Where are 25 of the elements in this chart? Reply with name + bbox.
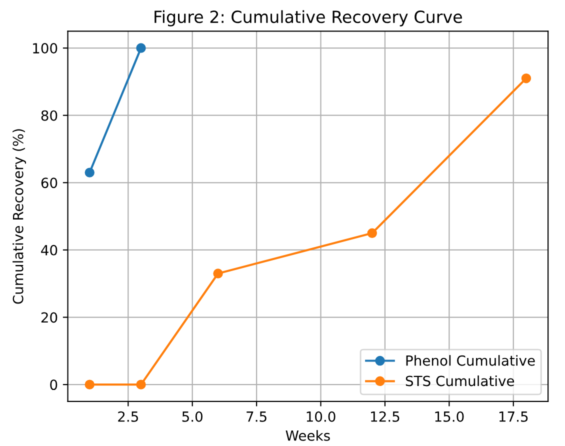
y-tick-label: 60 (41, 178, 58, 188)
y-tick-label: 0 (50, 380, 58, 390)
legend-label: STS Cumulative (406, 375, 514, 386)
legend-label: Phenol Cumulative (406, 355, 535, 366)
point (521, 73, 532, 84)
point (136, 43, 146, 53)
x-tick-label: 12.5 (371, 411, 400, 422)
point (367, 228, 377, 238)
y-tick-label: 40 (41, 244, 58, 256)
y-axis-title: Cumulative Recovery (%) (12, 129, 26, 304)
x-tick-label: 17.5 (499, 412, 528, 422)
y-tick-label: 100 (33, 43, 58, 54)
x-tick-label: 2.5 (118, 411, 138, 422)
y-tick-label: 20 (41, 312, 58, 323)
point (84, 168, 94, 178)
point (84, 380, 94, 390)
x-tick-label: 5.0 (182, 411, 202, 422)
y-tick-label: 80 (41, 110, 58, 121)
x-tick-label: 7.5 (246, 412, 266, 422)
chart-title: Figure 2: Cumulative Recovery Curve (154, 10, 462, 26)
point (213, 268, 223, 278)
x-tick-label: 15.0 (435, 411, 464, 422)
x-tick-label: 10.0 (306, 411, 336, 422)
point (136, 380, 146, 390)
x-axis-title: Weeks (286, 430, 330, 441)
